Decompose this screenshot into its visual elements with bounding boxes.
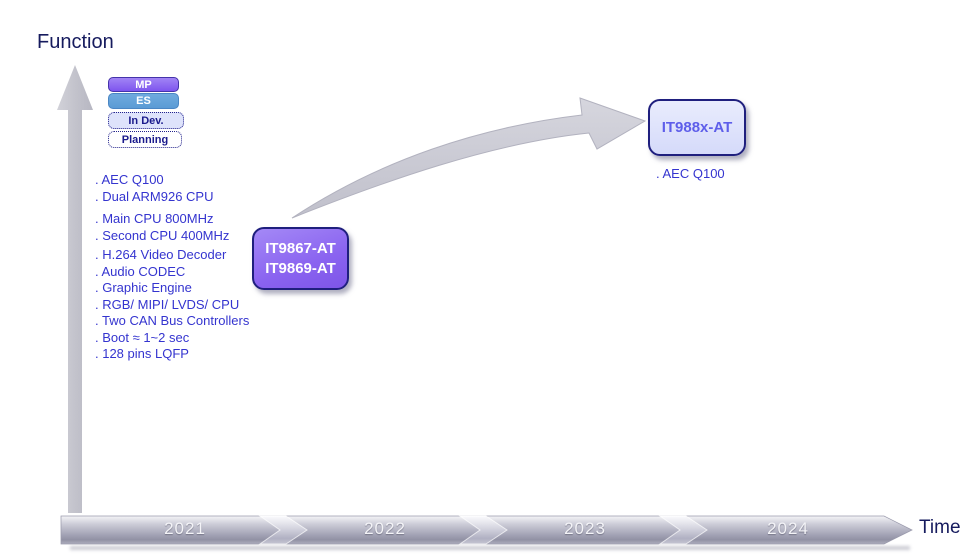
feature-line: . Audio CODEC [95,263,186,279]
feature-group: . Main CPU 800MHz . Second CPU 400MHz [95,211,295,244]
legend-es-label: ES [136,95,151,107]
feature-line: . H.264 Video Decoder [95,247,227,262]
feature-group: . AEC Q100 . Dual ARM926 CPU [95,172,295,205]
product-name: IT988x-AT [661,118,733,136]
chevron-separator-icon [458,515,508,545]
product-name: IT9869-AT [265,259,336,277]
function-axis-label: Function [37,31,114,53]
product-box-it9867: IT9867-AT IT9869-AT [252,227,349,290]
feature-line: . AEC Q100 [95,172,164,187]
legend-item-es: ES [108,93,179,109]
timeline-shadow [70,546,910,550]
product-name: IT9867-AT [265,239,336,257]
legend-mp-label: MP [135,78,152,91]
year-label-2022: 2022 [364,519,406,538]
feature-line: . 128 pins LQFP [95,346,189,361]
feature-line: . Dual ARM926 CPU [95,188,214,204]
timeline-bar [60,515,913,550]
legend-item-mp: MP [108,77,179,92]
up-arrow-icon [57,65,93,513]
legend-item-in-dev: In Dev. [108,112,184,129]
chevron-separator-icon [658,515,708,545]
year-label-2023: 2023 [564,519,606,538]
legend-item-planning: Planning [108,131,182,148]
feature-line: . RGB/ MIPI/ LVDS/ CPU [95,296,240,312]
chevron-separator-icon [258,515,308,545]
time-axis-label: Time [919,517,961,538]
feature-line: . Main CPU 800MHz [95,211,214,226]
legend-indev-label: In Dev. [128,114,164,127]
feature-line: . Boot ≈ 1~2 sec [95,329,190,345]
trend-arrow [291,97,647,219]
feature-line: . Two CAN Bus Controllers [95,313,250,328]
feature-line: . Second CPU 400MHz [95,227,230,243]
curved-arrow-icon [291,97,647,219]
feature-list: . AEC Q100 . Dual ARM926 CPU . Main CPU … [95,172,295,363]
year-label-2024: 2024 [767,519,809,538]
product-note: . AEC Q100 [656,166,725,181]
year-label-2021: 2021 [164,519,206,538]
feature-group: . H.264 Video Decoder . Audio CODEC . Gr… [95,247,295,363]
feature-line: . Graphic Engine [95,280,192,295]
function-axis-arrow [57,65,93,513]
product-box-it988x: IT988x-AT [648,99,746,156]
legend-planning-label: Planning [121,133,169,146]
